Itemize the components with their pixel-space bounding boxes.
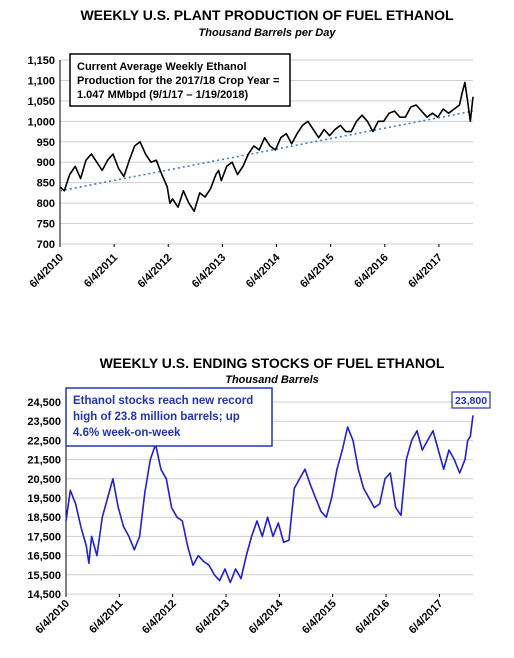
- y-tick-label: 750: [37, 219, 55, 231]
- y-tick-label: 850: [37, 178, 55, 190]
- y-tick-label: 17,500: [27, 531, 61, 543]
- production-note-line-2: Production for the 2017/18 Crop Year =: [77, 75, 279, 87]
- stocks-callout: 23,800: [451, 391, 491, 409]
- y-tick-label: 950: [37, 137, 55, 149]
- stocks-note-line-1: Ethanol stocks reach new record: [73, 395, 253, 407]
- y-tick-label: 18,500: [27, 512, 61, 524]
- y-tick-label: 22,500: [27, 435, 61, 447]
- y-tick-label: 1,100: [27, 75, 55, 87]
- y-tick-label: 23,500: [27, 416, 61, 428]
- y-tick-label: 1,150: [27, 55, 55, 67]
- production-note-box: Current Average Weekly Ethanol Productio…: [69, 53, 291, 107]
- production-chart-title: WEEKLY U.S. PLANT PRODUCTION OF FUEL ETH…: [80, 7, 454, 23]
- stocks-callout-label: 23,800: [455, 395, 487, 407]
- stocks-note-line-3: 4.6% week-on-week: [73, 427, 181, 439]
- y-tick-label: 800: [37, 198, 55, 210]
- y-tick-label: 14,500: [27, 589, 61, 601]
- y-tick-label: 15,500: [27, 570, 61, 582]
- stocks-series-line: [65, 415, 474, 584]
- y-tick-label: 21,500: [27, 455, 61, 467]
- production-trend-line: [59, 110, 474, 192]
- production-note-line-3: 1.047 MMbpd (9/1/17 – 1/19/2018): [77, 89, 249, 101]
- stocks-chart-title: WEEKLY U.S. ENDING STOCKS OF FUEL ETHANO…: [100, 355, 445, 371]
- y-tick-label: 24,500: [27, 397, 61, 409]
- y-tick-label: 16,500: [27, 551, 61, 563]
- y-tick-label: 900: [37, 157, 55, 169]
- y-tick-label: 1,000: [27, 116, 55, 128]
- stocks-note-box: Ethanol stocks reach new record high of …: [65, 387, 273, 447]
- production-series-line: [59, 81, 474, 213]
- stocks-note-line-2: high of 23.8 million barrels; up: [73, 411, 240, 423]
- y-tick-label: 1,050: [27, 96, 55, 108]
- y-tick-label: 700: [37, 239, 55, 251]
- production-y-ticks: 700 750 800 850 900 950 1,000 1,050 1,100 1,150: [27, 55, 55, 251]
- production-chart-subtitle: Thousand Barrels per Day: [199, 27, 337, 39]
- y-tick-label: 20,500: [27, 474, 61, 486]
- y-tick-label: 19,500: [27, 493, 61, 505]
- stocks-y-ticks: 14,500 15,500 16,500 17,500 18,500 19,500 20,5…: [27, 397, 61, 601]
- production-note-line-1: Current Average Weekly Ethanol: [77, 61, 247, 73]
- stocks-chart-subtitle: Thousand Barrels: [225, 374, 319, 386]
